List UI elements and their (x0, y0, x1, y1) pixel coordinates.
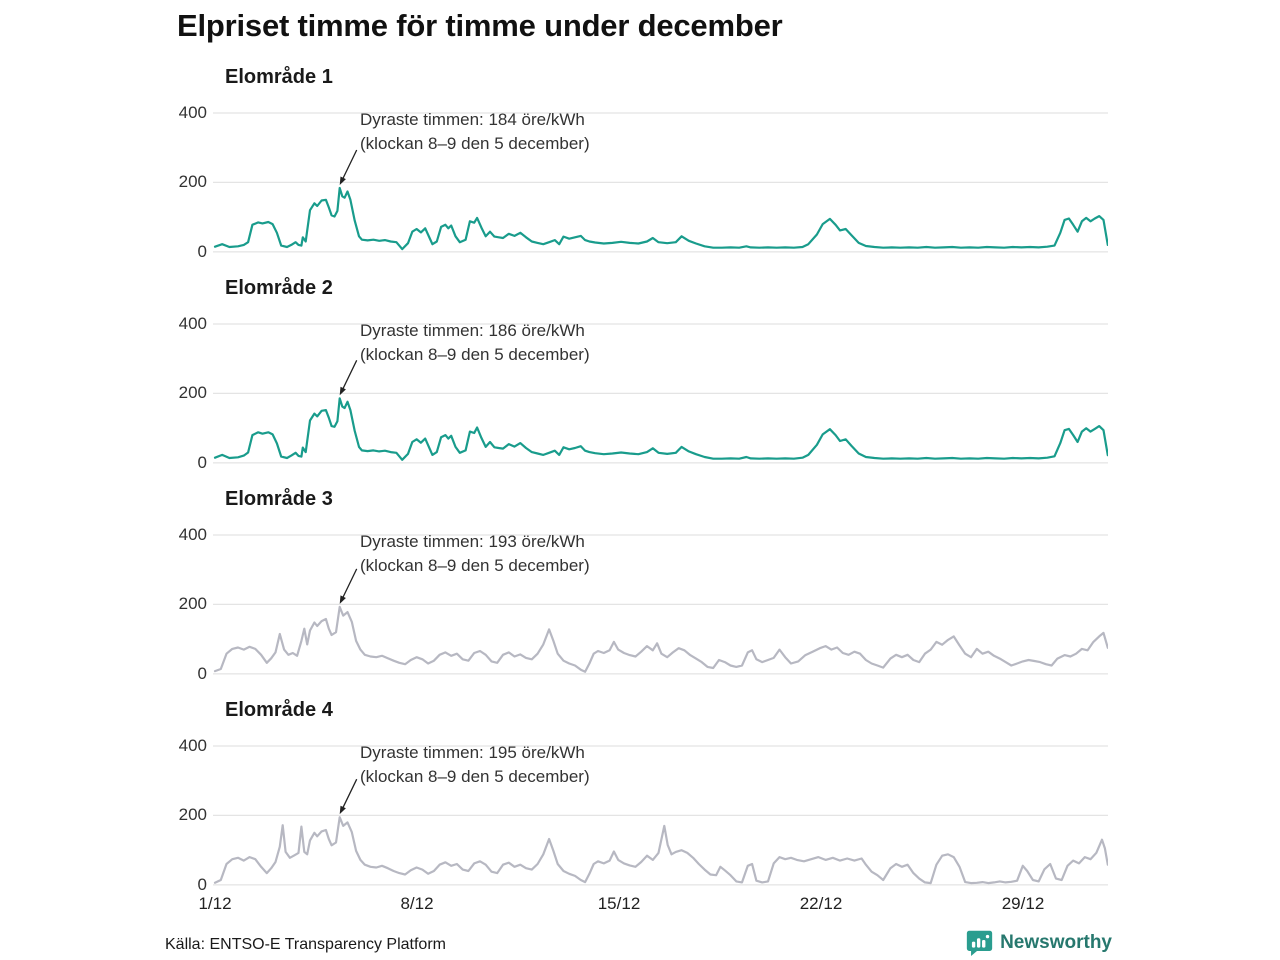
annotation-arrow-line (341, 568, 358, 600)
y-axis-tick-0: 0 (197, 664, 207, 683)
price-line (213, 186, 1108, 251)
annotation-arrowhead (339, 176, 346, 185)
y-axis-tick-400: 400 (178, 736, 207, 755)
annotation-line-2: (klockan 8–9 den 5 december) (360, 345, 590, 364)
panel-title: Elområde 4 (225, 699, 333, 721)
annotation-line-1: Dyraste timmen: 184 öre/kWh (360, 110, 585, 129)
annotation-line-2: (klockan 8–9 den 5 december) (360, 134, 590, 153)
x-axis-tick-29-12: 29/12 (1001, 894, 1045, 913)
annotation-line-1: Dyraste timmen: 195 öre/kWh (360, 743, 585, 762)
y-axis-tick-200: 200 (178, 594, 207, 613)
source-note: Källa: ENTSO-E Transparency Platform (165, 936, 446, 953)
y-axis-tick-400: 400 (178, 525, 207, 544)
annotation-arrowhead (339, 595, 346, 604)
x-axis-tick-22-12: 22/12 (799, 894, 843, 913)
price-line (213, 397, 1108, 461)
x-axis: 1/12 8/12 15/12 22/12 29/12 (0, 894, 1280, 918)
peak-annotation: Dyraste timmen: 184 öre/kWh (klockan 8–9… (360, 108, 690, 156)
newsworthy-wordmark: Newsworthy (1000, 931, 1112, 953)
annotation-arrow-line (341, 149, 358, 181)
panel-title: Elområde 1 (225, 66, 333, 88)
panel-title: Elområde 2 (225, 277, 333, 299)
panel-elomrade-4: Elområde 4 400 200 0 Dyraste timmen: 195… (0, 695, 1280, 906)
panel-elomrade-1: Elområde 1 400 200 0 Dyraste timmen: 184… (0, 62, 1280, 273)
y-axis-tick-400: 400 (178, 314, 207, 333)
annotation-arrow-line (341, 360, 358, 391)
annotation-arrow-line (341, 778, 358, 810)
peak-annotation: Dyraste timmen: 193 öre/kWh (klockan 8–9… (360, 530, 690, 578)
peak-annotation: Dyraste timmen: 195 öre/kWh (klockan 8–9… (360, 741, 690, 789)
panel-title: Elområde 3 (225, 488, 333, 510)
page-title: Elpriset timme för timme under december (177, 8, 783, 43)
y-axis-tick-200: 200 (178, 383, 207, 402)
chart-elomrade-2 (213, 323, 1108, 464)
y-axis-tick-0: 0 (197, 875, 207, 894)
y-axis-tick-0: 0 (197, 453, 207, 472)
panel-elomrade-3: Elområde 3 400 200 0 Dyraste timmen: 193… (0, 484, 1280, 695)
price-line (213, 816, 1108, 885)
newsworthy-logo-icon (966, 930, 993, 956)
annotation-arrowhead (339, 386, 346, 396)
annotation-line-1: Dyraste timmen: 193 öre/kWh (360, 532, 585, 551)
annotation-line-1: Dyraste timmen: 186 öre/kWh (360, 321, 585, 340)
peak-annotation: Dyraste timmen: 186 öre/kWh (klockan 8–9… (360, 319, 690, 367)
x-axis-tick-8-12: 8/12 (400, 894, 434, 913)
x-axis-tick-15-12: 15/12 (597, 894, 641, 913)
panel-elomrade-2: Elområde 2 400 200 0 Dyraste timmen: 186… (0, 273, 1280, 484)
newsworthy-brand: Newsworthy (966, 929, 1112, 956)
price-line (213, 605, 1108, 673)
y-axis-tick-200: 200 (178, 172, 207, 191)
annotation-line-2: (klockan 8–9 den 5 december) (360, 767, 590, 786)
chart-elomrade-3 (213, 534, 1108, 675)
annotation-line-2: (klockan 8–9 den 5 december) (360, 556, 590, 575)
y-axis-tick-400: 400 (178, 103, 207, 122)
y-axis-tick-200: 200 (178, 805, 207, 824)
chart-elomrade-1 (213, 112, 1108, 253)
x-axis-tick-1-12: 1/12 (198, 894, 232, 913)
annotation-arrowhead (339, 805, 346, 815)
chart-elomrade-4 (213, 745, 1108, 886)
y-axis-tick-0: 0 (197, 242, 207, 261)
